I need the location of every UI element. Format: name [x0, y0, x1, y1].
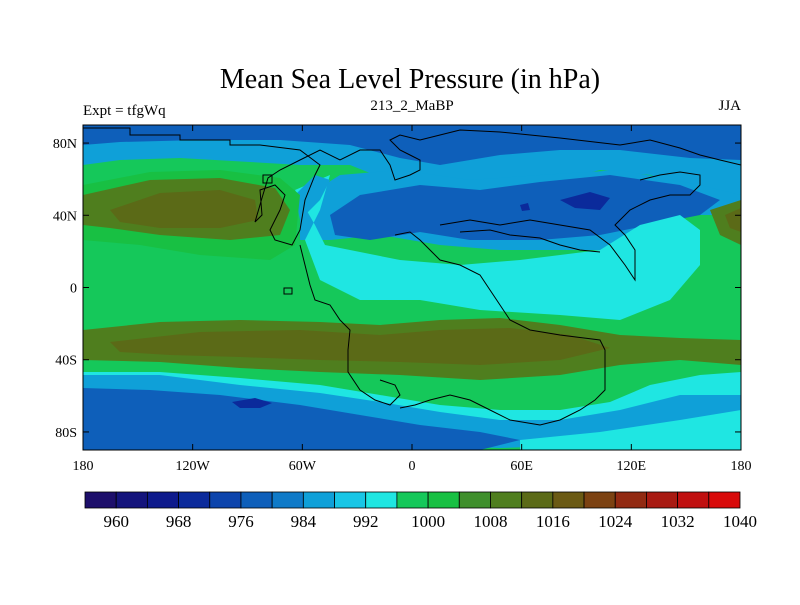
colorbar-swatch — [552, 491, 585, 509]
field-tropical-cyan — [295, 175, 700, 320]
colorbar-label: 1016 — [536, 512, 570, 531]
colorbar-swatch — [302, 491, 335, 509]
colorbar-swatch — [677, 491, 710, 509]
coast-north-america — [83, 127, 741, 246]
coast-island-1 — [283, 287, 293, 295]
colorbar-swatch — [84, 491, 117, 509]
x-axis-ticks: 180 120W 60W 0 60E 120E 180 — [73, 125, 752, 474]
field-east-high — [710, 200, 741, 245]
experiment-label: Expt = tfgWq — [83, 103, 166, 119]
colorbar-label: 968 — [166, 512, 192, 531]
field-south-cyan-tail — [520, 410, 741, 450]
colorbar-swatch — [427, 491, 460, 509]
x-tick-label: 120W — [176, 459, 211, 474]
x-tick-label: 60E — [510, 459, 533, 474]
colorbar-swatch — [458, 491, 491, 509]
x-tick-label: 60W — [289, 459, 317, 474]
colorbar-swatch — [334, 491, 367, 509]
colorbar-swatch — [178, 491, 211, 509]
colorbar-swatch — [115, 491, 148, 509]
field-south-blue — [83, 388, 520, 450]
coast-island-2 — [262, 174, 273, 184]
season-label: JJA — [718, 98, 741, 114]
colorbar-swatch — [396, 491, 429, 509]
colorbar-swatch — [209, 491, 242, 509]
colorbar-swatch — [240, 491, 273, 509]
field-asia-low-core — [560, 192, 610, 210]
colorbar-label: 1032 — [661, 512, 695, 531]
colorbar-label: 1008 — [473, 512, 507, 531]
colorbar-swatch — [614, 491, 647, 509]
colorbar-swatch — [521, 491, 554, 509]
coast-inner-asia — [459, 229, 601, 253]
colorbar-swatch — [583, 491, 616, 509]
field-south-low-core — [232, 398, 272, 408]
chart-title: Mean Sea Level Pressure (in hPa) — [220, 64, 600, 95]
colorbar-swatch — [146, 491, 179, 509]
x-tick-label: 180 — [73, 459, 94, 474]
x-tick-label: 0 — [409, 459, 416, 474]
run-label: 213_2_MaBP — [370, 98, 453, 114]
x-tick-label: 180 — [731, 459, 752, 474]
colorbar-label: 1024 — [598, 512, 633, 531]
colorbar-swatch — [490, 491, 523, 509]
colorbar-label: 976 — [228, 512, 254, 531]
coastlines — [83, 127, 741, 426]
colorbar-label: 984 — [291, 512, 317, 531]
colorbar-swatch — [646, 491, 679, 509]
field-east-high-core — [725, 208, 741, 232]
colorbar-label: 1000 — [411, 512, 445, 531]
y-tick-label: 40N — [53, 209, 77, 224]
coast-south-america — [299, 244, 401, 406]
coast-asia — [439, 171, 701, 282]
y-axis-ticks: 80N 40N 0 40S 80S — [53, 137, 741, 441]
coast-africa-eurasia — [394, 231, 606, 426]
colorbar-label: 960 — [103, 512, 129, 531]
pressure-field — [83, 125, 741, 450]
y-tick-label: 80S — [55, 426, 77, 441]
y-tick-label: 80N — [53, 137, 77, 152]
colorbar-label: 992 — [353, 512, 379, 531]
y-tick-label: 40S — [55, 354, 77, 369]
field-south-high-inner — [110, 328, 610, 365]
x-tick-label: 120E — [617, 459, 647, 474]
colorbar — [84, 491, 741, 509]
colorbar-labels: 960 968 976 984 992 1000 1008 1016 1024 1032 1040 — [103, 512, 757, 531]
colorbar-swatch — [271, 491, 304, 509]
colorbar-swatch — [708, 491, 741, 509]
field-pacific-high-core — [110, 190, 258, 228]
field-north-low-mid — [83, 125, 741, 165]
y-tick-label: 0 — [70, 282, 77, 297]
colorbar-label: 1040 — [723, 512, 757, 531]
field-asia-low-dot — [520, 203, 530, 211]
colorbar-swatch — [365, 491, 398, 509]
